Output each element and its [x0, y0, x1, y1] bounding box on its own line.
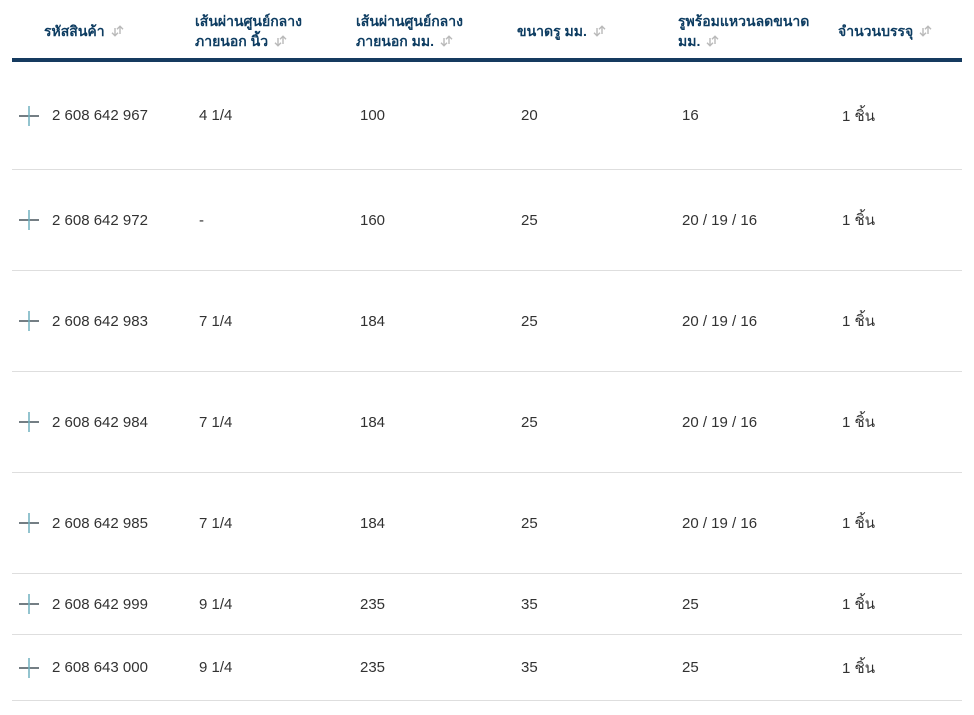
column-header-label: ขนาดรู มม.	[517, 22, 587, 39]
outer-diameter-mm-value: 184	[360, 514, 386, 532]
plus-icon	[19, 657, 39, 678]
table-row: 2 608 642 972 - 160 25 20 / 19 / 16 1 ชิ…	[12, 170, 962, 271]
outer-diameter-mm-value: 184	[360, 413, 386, 431]
expand-row-button[interactable]	[18, 411, 40, 433]
expand-row-button[interactable]	[18, 310, 40, 332]
reduction-ring-mm-value: 20 / 19 / 16	[682, 413, 758, 431]
sort-icon[interactable]	[705, 33, 720, 49]
plus-icon	[19, 311, 39, 331]
reduction-ring-mm-value: 20 / 19 / 16	[682, 312, 758, 330]
outer-diameter-inch-value: 7 1/4	[199, 312, 233, 330]
table-row: 2 608 642 999 9 1/4 235 35 25 1 ชิ้น	[12, 574, 962, 635]
bore-mm-value: 20	[521, 107, 538, 124]
outer-diameter-mm-value: 235	[360, 595, 386, 613]
product-spec-table: รหัสสินค้า เส้นผ่านศูนย์กลางภายนอก นิ้ว …	[12, 0, 962, 701]
pack-quantity-value: 1 ชิ้น	[842, 659, 875, 677]
pack-quantity-value: 1 ชิ้น	[842, 414, 875, 431]
outer-diameter-mm-value: 235	[360, 659, 386, 676]
plus-icon	[19, 412, 39, 432]
table-row: 2 608 642 967 4 1/4 100 20 16 1 ชิ้น	[12, 62, 962, 170]
column-header-label: รูพร้อมแหวนลดขนาด มม.	[678, 12, 810, 49]
outer-diameter-inch-value: 7 1/4	[199, 514, 233, 532]
table-row: 2 608 642 984 7 1/4 184 25 20 / 19 / 16 …	[12, 372, 962, 473]
column-header-outer-diameter-mm[interactable]: เส้นผ่านศูนย์กลางภายนอก มม.	[356, 11, 517, 52]
sort-icon[interactable]	[273, 33, 288, 49]
product-code-value: 2 608 643 000	[52, 659, 148, 676]
column-header-bore-mm[interactable]: ขนาดรู มม.	[517, 21, 678, 41]
plus-icon	[19, 513, 39, 533]
column-header-label: เส้นผ่านศูนย์กลางภายนอก นิ้ว	[195, 12, 302, 49]
bore-mm-value: 25	[521, 211, 538, 229]
outer-diameter-inch-value: 9 1/4	[199, 659, 233, 676]
table-row: 2 608 643 000 9 1/4 235 35 25 1 ชิ้น	[12, 635, 962, 701]
column-header-product-code[interactable]: รหัสสินค้า	[12, 21, 195, 41]
pack-quantity-value: 1 ชิ้น	[842, 212, 875, 229]
column-header-outer-diameter-inch[interactable]: เส้นผ่านศูนย์กลางภายนอก นิ้ว	[195, 11, 356, 52]
pack-quantity-value: 1 ชิ้น	[842, 107, 875, 125]
bore-mm-value: 25	[521, 514, 538, 532]
bore-mm-value: 35	[521, 595, 538, 613]
expand-row-button[interactable]	[18, 657, 40, 679]
reduction-ring-mm-value: 25	[682, 659, 699, 676]
product-code-value: 2 608 642 967	[52, 107, 148, 124]
column-header-label: เส้นผ่านศูนย์กลางภายนอก มม.	[356, 12, 463, 49]
sort-icon[interactable]	[110, 23, 125, 39]
plus-icon	[19, 210, 39, 230]
outer-diameter-inch-value: -	[199, 211, 204, 229]
expand-row-button[interactable]	[18, 512, 40, 534]
pack-quantity-value: 1 ชิ้น	[842, 596, 875, 613]
outer-diameter-mm-value: 184	[360, 312, 386, 330]
outer-diameter-mm-value: 100	[360, 107, 386, 124]
bore-mm-value: 25	[521, 312, 538, 330]
expand-row-button[interactable]	[18, 593, 40, 615]
plus-icon	[19, 105, 39, 126]
outer-diameter-mm-value: 160	[360, 211, 386, 229]
product-code-value: 2 608 642 972	[52, 211, 148, 229]
plus-icon	[19, 594, 39, 614]
expand-row-button[interactable]	[18, 105, 40, 127]
expand-row-button[interactable]	[18, 209, 40, 231]
bore-mm-value: 25	[521, 413, 538, 431]
product-code-value: 2 608 642 983	[52, 312, 148, 330]
product-code-value: 2 608 642 999	[52, 595, 148, 613]
outer-diameter-inch-value: 4 1/4	[199, 107, 233, 124]
bore-mm-value: 35	[521, 659, 538, 676]
outer-diameter-inch-value: 9 1/4	[199, 595, 233, 613]
sort-icon[interactable]	[918, 23, 933, 39]
column-header-pack-quantity[interactable]: จำนวนบรรจุ	[838, 21, 962, 41]
outer-diameter-inch-value: 7 1/4	[199, 413, 233, 431]
sort-icon[interactable]	[592, 23, 607, 39]
table-row: 2 608 642 983 7 1/4 184 25 20 / 19 / 16 …	[12, 271, 962, 372]
table-row: 2 608 642 985 7 1/4 184 25 20 / 19 / 16 …	[12, 473, 962, 574]
reduction-ring-mm-value: 25	[682, 595, 699, 613]
reduction-ring-mm-value: 16	[682, 107, 699, 124]
column-header-label: รหัสสินค้า	[44, 22, 105, 39]
reduction-ring-mm-value: 20 / 19 / 16	[682, 514, 758, 532]
column-header-reduction-ring-mm[interactable]: รูพร้อมแหวนลดขนาด มม.	[678, 11, 838, 52]
product-code-value: 2 608 642 985	[52, 514, 148, 532]
sort-icon[interactable]	[439, 33, 454, 49]
table-header-row: รหัสสินค้า เส้นผ่านศูนย์กลางภายนอก นิ้ว …	[12, 0, 962, 62]
pack-quantity-value: 1 ชิ้น	[842, 313, 875, 330]
table-body: 2 608 642 967 4 1/4 100 20 16 1 ชิ้น 2 6…	[12, 62, 962, 701]
pack-quantity-value: 1 ชิ้น	[842, 515, 875, 532]
product-code-value: 2 608 642 984	[52, 413, 148, 431]
column-header-label: จำนวนบรรจุ	[838, 22, 914, 39]
reduction-ring-mm-value: 20 / 19 / 16	[682, 211, 758, 229]
